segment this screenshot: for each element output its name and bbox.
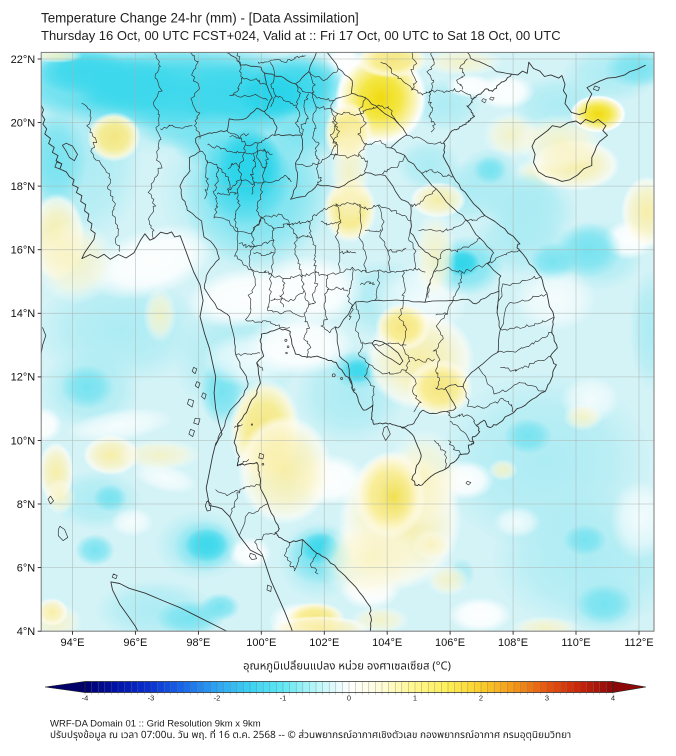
svg-text:112°E: 112°E (624, 637, 653, 649)
svg-text:98°E: 98°E (186, 637, 210, 649)
svg-text:100°E: 100°E (246, 637, 276, 649)
svg-text:20°N: 20°N (11, 117, 36, 129)
svg-text:10°N: 10°N (11, 435, 36, 447)
svg-text:96°E: 96°E (123, 637, 147, 649)
svg-text:-4: -4 (82, 694, 89, 703)
svg-text:WRF-DA Domain 01 :: Grid Resol: WRF-DA Domain 01 :: Grid Resolution 9km … (50, 718, 261, 729)
svg-text:0: 0 (347, 694, 351, 703)
svg-text:4: 4 (611, 694, 615, 703)
svg-text:4°N: 4°N (17, 626, 36, 638)
svg-text:-1: -1 (280, 694, 287, 703)
svg-text:12°N: 12°N (11, 372, 36, 384)
svg-text:6°N: 6°N (17, 562, 36, 574)
svg-text:Temperature Change 24-hr (mm): Temperature Change 24-hr (mm) - [Data As… (41, 10, 359, 25)
svg-text:2: 2 (479, 694, 483, 703)
svg-text:108°E: 108°E (498, 637, 528, 649)
svg-text:18°N: 18°N (11, 181, 36, 193)
svg-text:Thursday 16 Oct, 00 UTC FCST+0: Thursday 16 Oct, 00 UTC FCST+024, Valid … (41, 28, 561, 43)
svg-text:104°E: 104°E (372, 637, 402, 649)
svg-text:16°N: 16°N (11, 245, 36, 257)
svg-text:8°N: 8°N (17, 499, 36, 511)
svg-text:3: 3 (545, 694, 549, 703)
svg-text:14°N: 14°N (11, 308, 36, 320)
svg-text:102°E: 102°E (309, 637, 339, 649)
svg-text:-3: -3 (148, 694, 155, 703)
svg-text:110°E: 110°E (561, 637, 590, 649)
svg-text:106°E: 106°E (435, 637, 465, 649)
svg-text:-2: -2 (214, 694, 221, 703)
svg-text:94°E: 94°E (61, 637, 85, 649)
svg-text:22°N: 22°N (11, 54, 36, 66)
svg-text:1: 1 (413, 694, 417, 703)
